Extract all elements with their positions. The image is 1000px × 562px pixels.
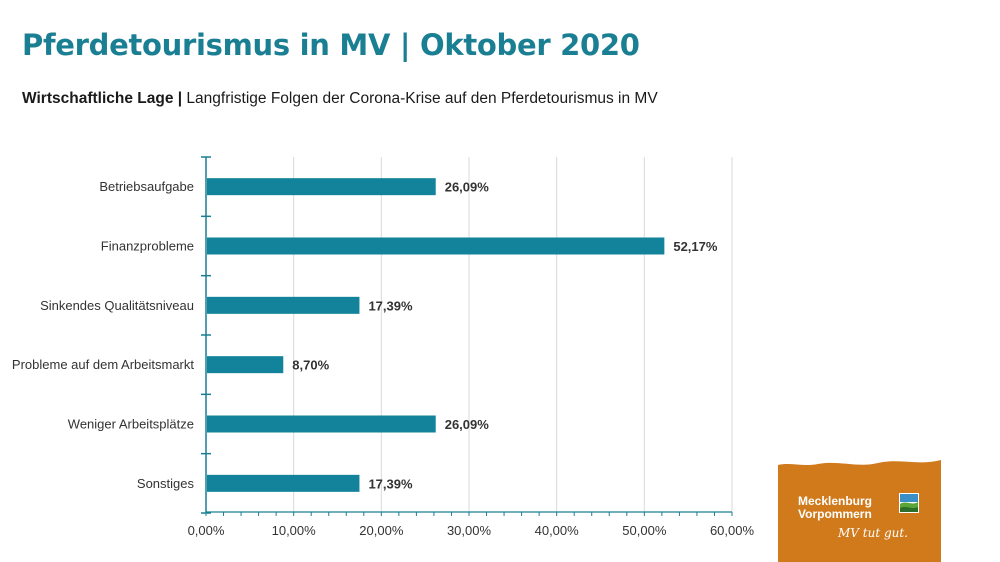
page-title: Pferdetourismus in MV | Oktober 2020 [22, 28, 640, 62]
value-label: 26,09% [445, 417, 490, 432]
category-label: Probleme auf dem Arbeitsmarkt [12, 357, 194, 372]
page-subtitle: Wirtschaftliche Lage | Langfristige Folg… [22, 90, 658, 108]
bar [207, 356, 284, 374]
mecklenburg-vorpommern-logo: Mecklenburg Vorpommern MV tut gut. [778, 454, 941, 562]
x-tick-label: 50,00% [622, 523, 667, 538]
logo-slogan: MV tut gut. [838, 526, 909, 540]
value-label: 8,70% [292, 358, 329, 373]
category-label: Finanzprobleme [101, 239, 194, 254]
logo-line2: Vorpommern [798, 507, 872, 521]
landscape-emblem-icon [899, 493, 919, 513]
x-tick-label: 60,00% [710, 523, 755, 538]
subtitle-bold: Wirtschaftliche Lage | [22, 90, 183, 107]
category-label: Sonstiges [137, 476, 195, 491]
bar [207, 178, 436, 196]
bar [207, 296, 360, 314]
bar [207, 415, 436, 433]
value-label: 17,39% [368, 298, 413, 313]
value-label: 52,17% [673, 239, 718, 254]
bar [207, 474, 360, 492]
category-label: Weniger Arbeitsplätze [68, 417, 194, 432]
category-label: Betriebsaufgabe [99, 179, 194, 194]
bar [207, 237, 665, 255]
x-tick-label: 30,00% [447, 523, 492, 538]
logo-wave-shape [778, 454, 941, 465]
x-tick-label: 20,00% [359, 523, 404, 538]
x-tick-label: 10,00% [272, 523, 317, 538]
value-label: 17,39% [368, 476, 413, 491]
category-label: Sinkendes Qualitätsniveau [40, 298, 194, 313]
x-tick-label: 40,00% [535, 523, 580, 538]
subtitle-text: Langfristige Folgen der Corona-Krise auf… [182, 90, 658, 107]
logo-line1: Mecklenburg [798, 494, 873, 508]
value-label: 26,09% [445, 180, 490, 195]
x-tick-label: 0,00% [188, 523, 225, 538]
